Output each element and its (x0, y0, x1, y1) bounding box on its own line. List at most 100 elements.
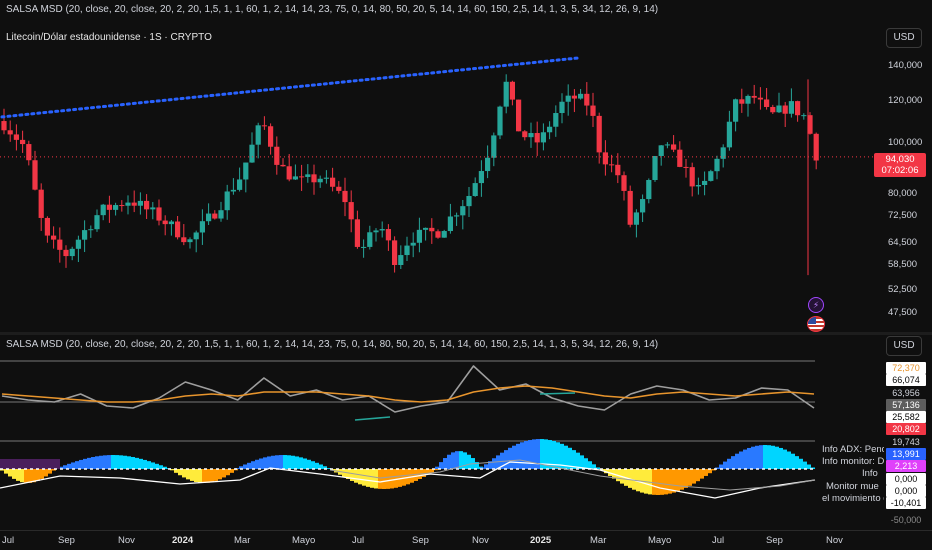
oscillator-scale-label: -50,000 (890, 515, 922, 525)
candle-body (795, 101, 801, 116)
histogram-bar (287, 455, 291, 469)
histogram-bar (83, 458, 87, 469)
histogram-bar (516, 443, 520, 469)
histogram-bar (143, 459, 147, 469)
price-tick-label: 64,500 (888, 236, 918, 248)
indicator-legend-bottom[interactable]: SALSA MSD (20, close, 20, close, 20, 2, … (6, 339, 659, 350)
candle-body (751, 95, 757, 98)
histogram-bar (700, 469, 704, 479)
candle-body (137, 200, 143, 206)
histogram-bar (528, 440, 532, 469)
histogram-bar (99, 455, 103, 469)
histogram-bar (394, 469, 398, 488)
histogram-bar (775, 446, 779, 469)
histogram-bar (447, 454, 451, 469)
histogram-bar (803, 461, 807, 469)
histogram-bar (267, 456, 271, 469)
histogram-bar (182, 469, 186, 478)
histogram-bar (190, 469, 194, 481)
histogram-bar (48, 469, 52, 474)
candle-body (807, 115, 813, 134)
histogram-bar (451, 452, 455, 469)
side-info-line: Info ADX: Pend (822, 444, 884, 455)
histogram-bar (735, 453, 739, 469)
candle-body (175, 221, 181, 238)
candle-body (590, 105, 596, 116)
candle-body (584, 93, 590, 106)
time-tick-label: 2025 (530, 535, 552, 546)
candle-body (404, 245, 410, 256)
histogram-bar (358, 469, 362, 485)
oscillator-scale-label: 25,582 (886, 411, 926, 423)
histogram-bar (767, 445, 771, 469)
candle-body (150, 207, 156, 210)
histogram-bar (275, 455, 279, 469)
candle-body (268, 126, 274, 147)
histogram-bar (480, 467, 484, 469)
histogram-bar (684, 469, 688, 488)
histogram-bar (512, 445, 516, 469)
candle-body (206, 213, 212, 222)
histogram-bar (163, 466, 167, 469)
histogram-bar (467, 454, 471, 469)
histogram-bar (422, 469, 426, 477)
candle-body (596, 115, 602, 153)
time-tick-label: Mar (590, 535, 607, 546)
currency-selector-bottom[interactable]: USD (886, 336, 922, 356)
candle-body (788, 101, 794, 114)
histogram-bar (664, 469, 668, 495)
candle-body (485, 157, 491, 172)
histogram-bar (52, 469, 56, 471)
histogram-bar (743, 449, 747, 469)
candle-body (745, 95, 751, 104)
candle-body (640, 199, 646, 213)
histogram-bar (354, 469, 358, 483)
candle-body (26, 144, 32, 161)
candle-body (168, 221, 174, 225)
candle-body (782, 105, 788, 114)
oscillator-scale-label: 72,370 (886, 362, 926, 374)
candle-body (144, 200, 150, 210)
time-axis-border (0, 530, 932, 531)
histogram-bar (174, 469, 178, 473)
candle-body (373, 230, 379, 233)
candle-body (187, 239, 193, 243)
histogram-bar (111, 455, 115, 469)
candle-body (44, 217, 50, 236)
histogram-bar (668, 469, 672, 494)
us-flag-icon[interactable] (807, 316, 825, 332)
histogram-bar (24, 469, 28, 483)
histogram-bar (255, 459, 259, 469)
histogram-bar (135, 457, 139, 469)
histogram-bar (692, 469, 696, 484)
histogram-bar (572, 450, 576, 469)
signal-line-white (0, 461, 816, 499)
candle-body (571, 95, 577, 99)
currency-selector-top[interactable]: USD (886, 28, 922, 48)
histogram-bar (127, 456, 131, 469)
oscillator-scale-label: 63,956 (892, 388, 920, 398)
candle-body (553, 113, 559, 127)
candle-body (646, 180, 652, 200)
histogram-bar (544, 439, 548, 469)
histogram-bar (783, 449, 787, 469)
histogram-bar (283, 455, 287, 469)
oscillator-scale-label: 2,213 (886, 460, 926, 472)
candle-body (466, 196, 472, 207)
candle-body (311, 174, 317, 183)
indicator-legend-top[interactable]: SALSA MSD (20, close, 20, close, 20, 2, … (6, 4, 659, 15)
candle-body (119, 205, 125, 207)
histogram-bar (378, 469, 382, 489)
histogram-bar (439, 462, 443, 469)
candle-body (633, 212, 639, 225)
histogram-bar (198, 469, 202, 483)
candle-body (230, 189, 236, 192)
symbol-title[interactable]: Litecoin/Dólar estadounidense · 1S · CRY… (6, 32, 212, 43)
lightning-icon[interactable]: ⚡ (808, 297, 824, 313)
candle-body (193, 232, 199, 240)
oscillator-line-orange (1, 385, 815, 403)
candle-body (565, 95, 571, 102)
candle-body (801, 115, 807, 117)
candle-body (20, 139, 26, 145)
